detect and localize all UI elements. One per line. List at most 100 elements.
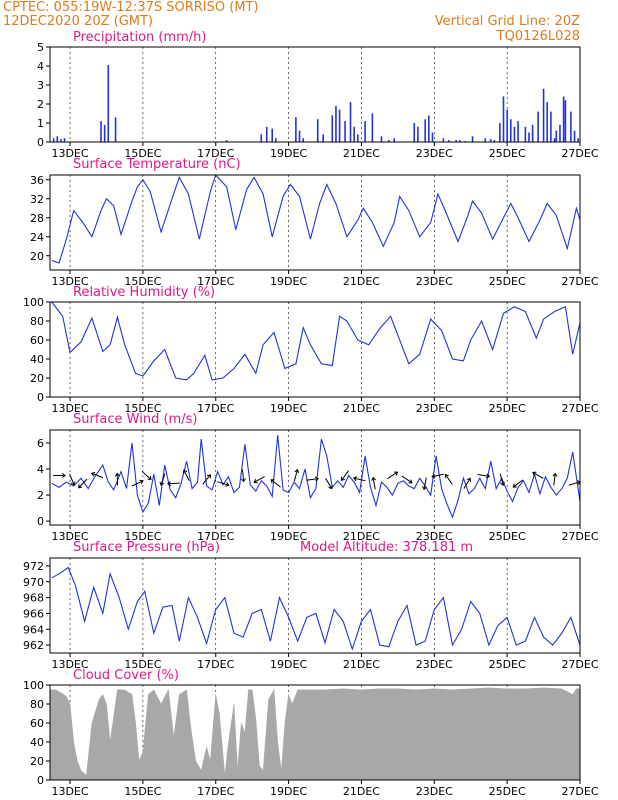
wind-arrow-head xyxy=(552,472,558,477)
wind-ytick-label: 0 xyxy=(37,515,44,528)
panel-title-pres: Surface Pressure (hPa) xyxy=(73,540,220,555)
wind-arrow xyxy=(422,477,427,491)
precip-bar xyxy=(509,119,512,142)
wind-ytick-label: 2 xyxy=(37,489,44,502)
precip-bar xyxy=(537,111,539,142)
wind-arrow xyxy=(401,475,413,484)
precip-bar xyxy=(316,119,319,142)
rh-xtick-label: 19DEC xyxy=(270,402,307,415)
pres-xtick-label: 17DEC xyxy=(197,658,234,671)
precip-bar xyxy=(570,111,572,142)
wind-arrow-head xyxy=(444,473,449,479)
precip-bar xyxy=(573,130,576,142)
precip-xtick-label: 23DEC xyxy=(416,147,453,160)
wind-arrow xyxy=(270,479,281,488)
precip-xtick-label: 25DEC xyxy=(489,147,526,160)
precip-bar xyxy=(413,123,416,142)
precip-bar xyxy=(302,138,304,142)
precip-bar xyxy=(471,136,474,142)
precip-ytick-label: 4 xyxy=(37,60,44,73)
wind-arrow-head xyxy=(270,479,275,484)
precip-bar xyxy=(506,109,508,142)
wind-arrow-head xyxy=(532,471,537,476)
temp-ytick-label: 36 xyxy=(30,174,44,187)
wind-arrow-head xyxy=(61,472,66,478)
pres-ytick-label: 972 xyxy=(23,560,44,573)
precip-bar xyxy=(107,65,110,142)
wind-arrow-shaft xyxy=(353,477,366,482)
wind-xtick-label: 17DEC xyxy=(197,530,234,543)
precip-frame xyxy=(49,46,581,143)
wind-xtick-label: 27DEC xyxy=(561,530,598,543)
wind-arrow-head xyxy=(341,476,346,481)
precip-xtick-label: 27DEC xyxy=(561,147,598,160)
pres-ytick-label: 962 xyxy=(23,639,44,652)
precip-bar xyxy=(455,140,457,142)
precip-bar xyxy=(489,139,492,142)
cloud-xtick-label: 17DEC xyxy=(197,785,234,798)
rh-ytick-label: 20 xyxy=(30,372,44,385)
precip-bar xyxy=(559,124,561,142)
precip-ytick-label: 5 xyxy=(37,41,44,54)
wind-arrow-head xyxy=(408,479,413,484)
cloud-xtick-label: 25DEC xyxy=(489,785,526,798)
wind-arrow-head xyxy=(167,481,172,487)
wind-arrow-head xyxy=(512,483,517,488)
wind-arrow-head xyxy=(70,481,76,486)
precip-bar xyxy=(331,115,334,142)
wind-arrow-head xyxy=(147,475,152,481)
wind-arrow xyxy=(568,480,582,486)
wind-arrow xyxy=(341,470,349,481)
precip-bar xyxy=(298,130,301,142)
precip-bar xyxy=(371,113,374,142)
precip-xtick-label: 13DEC xyxy=(51,147,88,160)
precip-bar xyxy=(338,109,341,142)
wind-arrow xyxy=(552,472,558,486)
precip-bar xyxy=(517,121,519,142)
precip-xtick-label: 15DEC xyxy=(124,147,161,160)
wind-arrow-shaft xyxy=(167,482,180,485)
temp-xtick-label: 13DEC xyxy=(51,275,88,288)
precip-bar xyxy=(60,139,62,142)
cloud-ytick-label: 40 xyxy=(30,736,44,749)
wind-arrow-shaft xyxy=(270,479,281,488)
header-grid-note: Vertical Grid Line: 20Z xyxy=(435,14,580,29)
temp-ytick-label: 24 xyxy=(30,231,44,244)
wind-arrow-head xyxy=(139,479,144,485)
rh-xtick-label: 27DEC xyxy=(561,402,598,415)
wind-arrow-shaft xyxy=(512,479,524,488)
cloud-xtick-label: 15DEC xyxy=(124,785,161,798)
precip-bar xyxy=(103,124,106,142)
precip-bar xyxy=(542,88,545,142)
wind-ytick-label: 6 xyxy=(37,437,44,450)
wind-arrow xyxy=(512,479,524,488)
rh-ytick-label: 60 xyxy=(30,334,44,347)
cloud-ytick-label: 80 xyxy=(30,698,44,711)
wind-xtick-label: 23DEC xyxy=(416,530,453,543)
header-station: CPTEC: 055:19W-12:37S SORRISO (MT) xyxy=(3,0,259,15)
wind-xtick-label: 21DEC xyxy=(343,530,380,543)
temp-xtick-label: 15DEC xyxy=(124,275,161,288)
temp-xtick-label: 27DEC xyxy=(561,275,598,288)
wind-xtick-label: 13DEC xyxy=(51,530,88,543)
wind-arrow-head xyxy=(422,485,427,491)
temp-ytick-label: 32 xyxy=(30,193,44,206)
temp-panel: 20 24 28 32 36 13DEC 15DEC 17DEC 19DEC 21DEC 23DEC… xyxy=(30,174,599,288)
wind-arrow-shaft xyxy=(325,478,333,489)
wind-arrow-head xyxy=(328,485,333,490)
precip-bar xyxy=(513,126,516,142)
precip-xtick-label: 19DEC xyxy=(270,147,307,160)
panel-title-temp: Surface Temperature (nC) xyxy=(73,157,241,172)
pres-xtick-label: 25DEC xyxy=(489,658,526,671)
rh-ytick-label: 100 xyxy=(23,296,44,309)
pres-xtick-label: 15DEC xyxy=(124,658,161,671)
wind-panel: 0 2 4 6 13DEC 15DEC 17DEC 19DEC 21DEC 23DEC 25DEC 2… xyxy=(37,429,599,543)
panel-title-wind: Surface Wind (m/s) xyxy=(73,412,197,427)
precip-bar xyxy=(524,126,527,142)
precip-bar xyxy=(387,140,390,142)
wind-arrow-head xyxy=(431,473,436,479)
precip-bar xyxy=(349,102,352,142)
wind-arrow-shaft xyxy=(463,478,471,489)
wind-arrow-head xyxy=(371,476,377,481)
wind-arrow-shaft xyxy=(69,473,75,486)
